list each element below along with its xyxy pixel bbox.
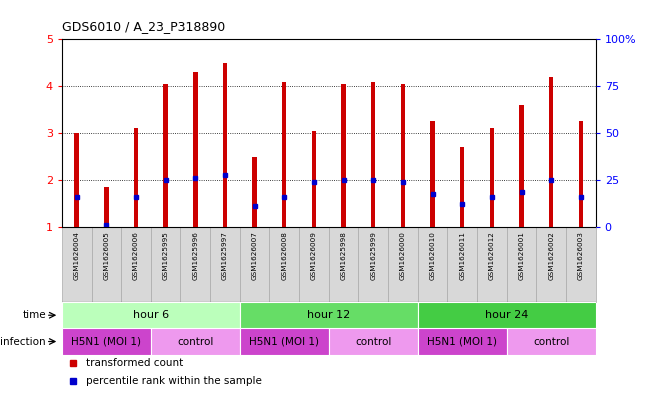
- Bar: [536, 227, 566, 302]
- Bar: [418, 329, 506, 354]
- Bar: [312, 131, 316, 227]
- Bar: [62, 329, 151, 354]
- Bar: [151, 329, 240, 354]
- Bar: [388, 227, 418, 302]
- Bar: [447, 227, 477, 302]
- Bar: [477, 227, 506, 302]
- Bar: [104, 187, 109, 227]
- Bar: [240, 302, 418, 329]
- Text: transformed count: transformed count: [86, 358, 183, 368]
- Text: H5N1 (MOI 1): H5N1 (MOI 1): [427, 336, 497, 347]
- Bar: [506, 227, 536, 302]
- Text: percentile rank within the sample: percentile rank within the sample: [86, 376, 262, 386]
- Text: time: time: [22, 310, 46, 320]
- Bar: [240, 329, 329, 354]
- Bar: [460, 147, 464, 227]
- Bar: [579, 121, 583, 227]
- Text: GSM1626006: GSM1626006: [133, 231, 139, 280]
- Text: control: control: [177, 336, 214, 347]
- Bar: [62, 227, 92, 302]
- Bar: [329, 227, 359, 302]
- Text: GSM1625996: GSM1625996: [192, 231, 199, 280]
- Text: GSM1625995: GSM1625995: [163, 231, 169, 280]
- Bar: [490, 129, 494, 227]
- Text: GSM1625997: GSM1625997: [222, 231, 228, 280]
- Bar: [74, 133, 79, 227]
- Text: GSM1626012: GSM1626012: [489, 231, 495, 280]
- Text: GSM1625999: GSM1625999: [370, 231, 376, 280]
- Text: control: control: [533, 336, 570, 347]
- Text: control: control: [355, 336, 391, 347]
- Text: GSM1626002: GSM1626002: [548, 231, 554, 280]
- Bar: [253, 157, 257, 227]
- Text: GSM1626004: GSM1626004: [74, 231, 79, 280]
- Bar: [519, 105, 524, 227]
- Text: hour 12: hour 12: [307, 310, 350, 320]
- Bar: [400, 84, 405, 227]
- Bar: [418, 302, 596, 329]
- Bar: [210, 227, 240, 302]
- Bar: [566, 227, 596, 302]
- Bar: [180, 227, 210, 302]
- Bar: [329, 329, 418, 354]
- Bar: [223, 63, 227, 227]
- Text: GSM1626008: GSM1626008: [281, 231, 287, 280]
- Bar: [371, 81, 376, 227]
- Bar: [193, 72, 197, 227]
- Text: GDS6010 / A_23_P318890: GDS6010 / A_23_P318890: [62, 20, 225, 33]
- Text: GSM1626000: GSM1626000: [400, 231, 406, 280]
- Bar: [282, 81, 286, 227]
- Text: GSM1625998: GSM1625998: [340, 231, 346, 280]
- Bar: [549, 77, 553, 227]
- Text: GSM1626011: GSM1626011: [459, 231, 465, 280]
- Bar: [506, 329, 596, 354]
- Text: GSM1626007: GSM1626007: [252, 231, 258, 280]
- Bar: [240, 227, 270, 302]
- Bar: [359, 227, 388, 302]
- Text: hour 24: hour 24: [485, 310, 529, 320]
- Text: GSM1626005: GSM1626005: [104, 231, 109, 280]
- Text: GSM1626001: GSM1626001: [519, 231, 525, 280]
- Bar: [163, 84, 168, 227]
- Bar: [299, 227, 329, 302]
- Bar: [133, 129, 138, 227]
- Text: GSM1626009: GSM1626009: [311, 231, 317, 280]
- Bar: [341, 84, 346, 227]
- Text: H5N1 (MOI 1): H5N1 (MOI 1): [249, 336, 319, 347]
- Bar: [151, 227, 180, 302]
- Bar: [121, 227, 151, 302]
- Bar: [62, 302, 240, 329]
- Bar: [92, 227, 121, 302]
- Text: H5N1 (MOI 1): H5N1 (MOI 1): [72, 336, 141, 347]
- Text: GSM1626003: GSM1626003: [578, 231, 584, 280]
- Bar: [270, 227, 299, 302]
- Bar: [430, 121, 435, 227]
- Text: hour 6: hour 6: [133, 310, 169, 320]
- Text: infection: infection: [0, 336, 46, 347]
- Text: GSM1626010: GSM1626010: [430, 231, 436, 280]
- Bar: [418, 227, 447, 302]
